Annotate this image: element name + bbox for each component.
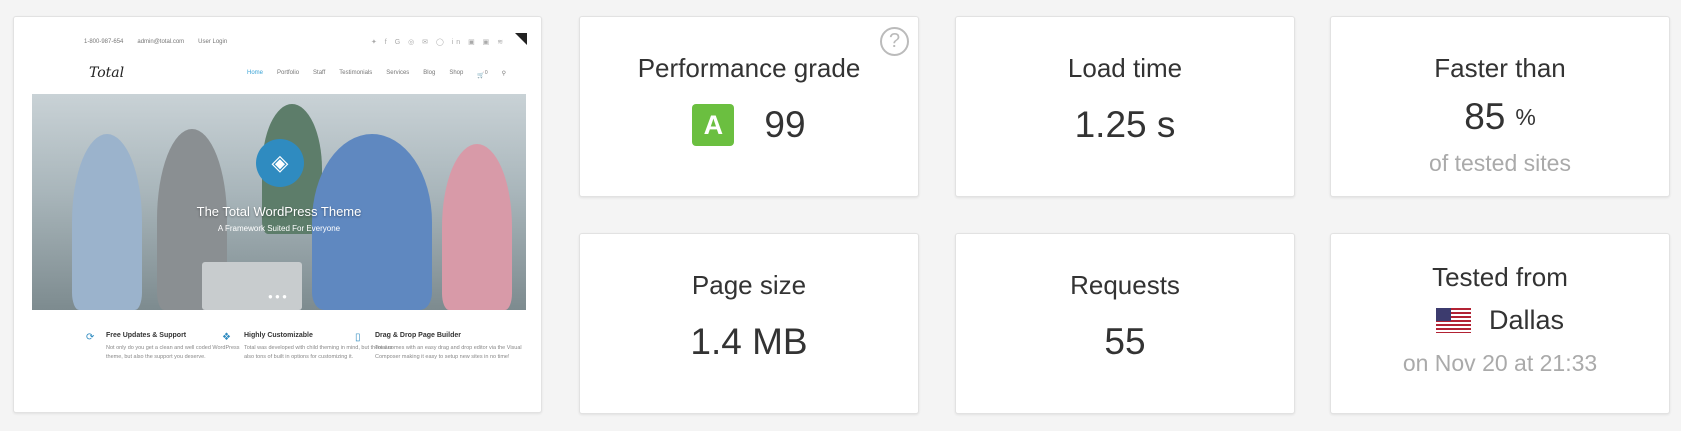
nav-services: Services <box>386 70 410 76</box>
performance-grade-card: ? Performance grade A 99 <box>579 16 919 197</box>
load-time-card: Load time 1.25 s <box>955 16 1295 197</box>
load-time-label: Load time <box>1067 53 1183 83</box>
hero-title: The Total WordPress Theme <box>196 204 362 219</box>
hero-image: ◈ The Total WordPress Theme A Framework … <box>32 94 526 310</box>
laptop <box>202 262 302 310</box>
faster-than-sub: of tested sites <box>1429 150 1571 176</box>
nav-blog: Blog <box>423 70 436 76</box>
hero-subtitle: A Framework Suited For Everyone <box>217 224 341 233</box>
topbar-email: admin@total.com <box>137 39 185 45</box>
page-size-card: Page size 1.4 MB <box>579 233 919 414</box>
cubes-icon: ❖ <box>222 332 231 343</box>
requests-label: Requests <box>1070 270 1180 300</box>
feature-item: Free Updates & Support Not only do you ge… <box>86 332 240 360</box>
slider-dots: ● ● ● <box>268 292 287 301</box>
requests-card: Requests 55 <box>955 233 1295 414</box>
page-screenshot-thumbnail: 1-800-987-654 admin@total.com User Login… <box>13 16 542 413</box>
nav-testimonials: Testimonials <box>339 70 373 76</box>
page-size-value: 1.4 MB <box>690 321 808 362</box>
nav-portfolio: Portfolio <box>277 70 300 76</box>
logo-badge-icon: ◈ <box>256 139 304 187</box>
tested-from-card: Tested from Dallas on Nov 20 at 21:33 <box>1330 233 1670 414</box>
faster-than-value: 85 <box>1464 96 1506 137</box>
faster-than-label: Faster than <box>1434 53 1566 83</box>
refresh-icon: ⟳ <box>86 332 95 343</box>
help-icon[interactable]: ? <box>880 27 909 56</box>
requests-value: 55 <box>1104 321 1146 362</box>
nav-shop: Shop <box>449 70 464 76</box>
document-icon: ▯ <box>355 332 361 343</box>
feature-item: Drag & Drop Page Builder Total comes with… <box>355 332 522 360</box>
topbar-login: User Login <box>198 39 228 45</box>
grade-badge: A <box>692 104 735 146</box>
logo: Total <box>89 65 125 81</box>
feature-item: Highly Customizable Total was developed w… <box>222 332 393 360</box>
load-time-value: 1.25 s <box>1074 104 1176 145</box>
corner-ribbon-icon <box>515 33 527 45</box>
cart-icon: 🛒0 <box>477 70 488 79</box>
topbar-phone: 1-800-987-654 <box>84 39 124 45</box>
faster-than-unit: % <box>1515 103 1536 130</box>
performance-grade-label: Performance grade <box>637 53 861 83</box>
page-size-label: Page size <box>691 270 807 300</box>
nav-home: Home <box>247 70 264 76</box>
search-icon: ⚲ <box>501 71 506 77</box>
tested-from-time: on Nov 20 at 21:33 <box>1402 350 1598 376</box>
site-nav: Home Portfolio Staff Testimonials Servic… <box>247 70 506 79</box>
nav-staff: Staff <box>313 70 326 76</box>
performance-score: 99 <box>764 104 806 145</box>
us-flag-icon <box>1435 308 1471 333</box>
faster-than-card: Faster than 85% of tested sites <box>1330 16 1670 197</box>
tested-from-location: Dallas <box>1488 305 1565 335</box>
social-icons: ✦ f G ◎ ✉ ◯ in ▣ ▣ ≋ <box>371 39 507 46</box>
tested-from-label: Tested from <box>1432 262 1568 292</box>
